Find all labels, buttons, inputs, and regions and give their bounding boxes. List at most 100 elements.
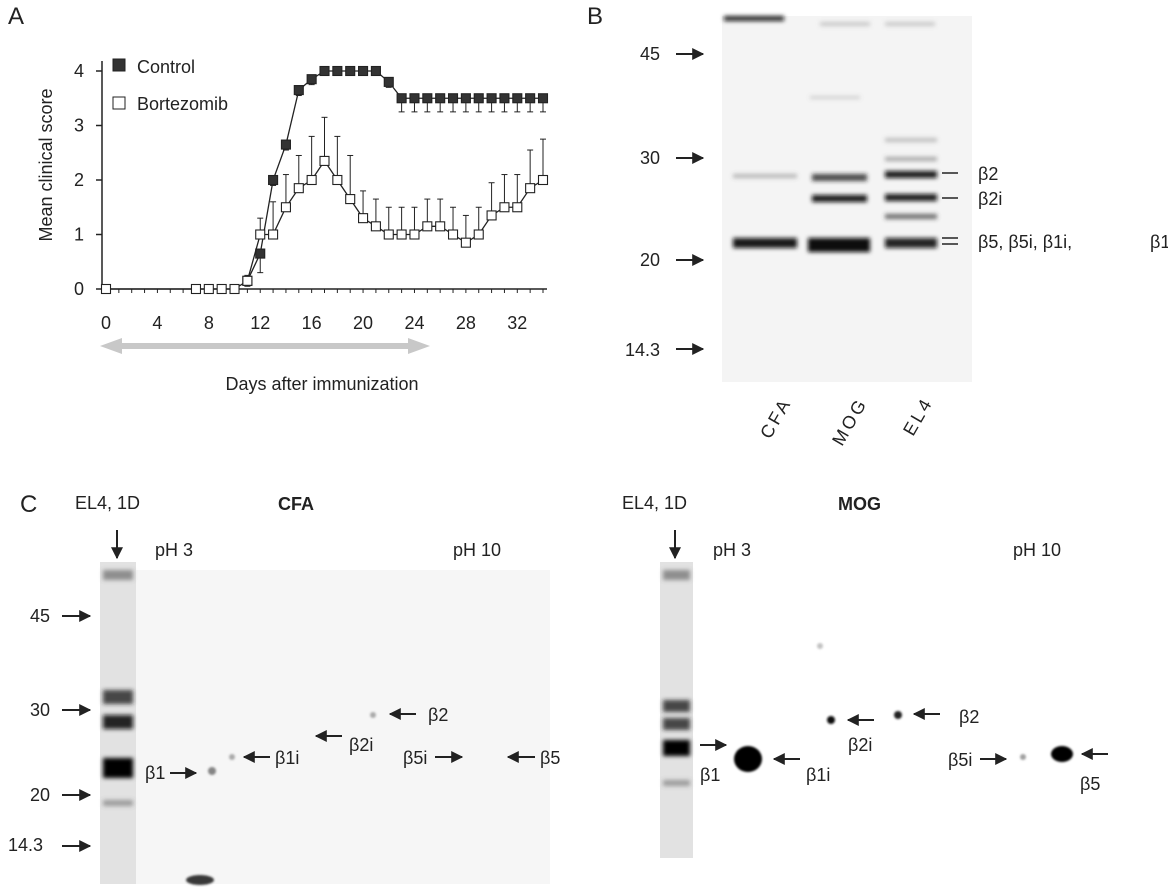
point-control — [525, 93, 536, 104]
panel-b-letter: B — [587, 3, 603, 30]
cfa-spot-b2: β2 — [428, 705, 448, 725]
y-tick-label: 2 — [74, 170, 84, 190]
panel-b-band-labels: β2 β2i β5, β5i, β1i, β1 — [942, 164, 1168, 252]
panel-a-xlabel: Days after immunization — [225, 374, 418, 394]
mog-spot-b2: β2 — [959, 707, 979, 727]
cfa-spots — [186, 712, 376, 885]
cfa-spot-b2i: β2i — [349, 735, 373, 755]
cfa-lane-bands — [103, 570, 133, 806]
point-bortezomib — [460, 237, 471, 248]
point-bortezomib — [422, 221, 433, 232]
cfa-spot-labels: β1 β1i β2i β2 β5i β5 — [145, 705, 560, 783]
point-control — [473, 93, 484, 104]
point-control — [332, 65, 343, 77]
mw-20: 20 — [640, 250, 660, 270]
mog-ph-high: pH 10 — [1013, 540, 1061, 560]
blot-mog: EL4, 1D MOG pH 3 pH 10 — [622, 493, 1108, 858]
y-tick-label: 3 — [74, 116, 84, 136]
point-bortezomib — [383, 229, 394, 240]
x-tick-label: 24 — [404, 313, 424, 333]
cfa-ph-high: pH 10 — [453, 540, 501, 560]
mog-spot-b2i: β2i — [848, 735, 872, 755]
point-bortezomib — [447, 229, 459, 240]
point-control — [383, 76, 394, 87]
point-control — [268, 174, 279, 186]
point-control — [396, 93, 407, 104]
series-line-control — [246, 70, 543, 282]
x-tick-label: 32 — [507, 313, 527, 333]
y-tick-label: 1 — [74, 225, 84, 245]
lane-cfa: CFA — [756, 394, 795, 442]
point-control — [280, 139, 291, 150]
panel-a-letter: A — [8, 3, 24, 30]
point-bortezomib — [280, 202, 291, 213]
legend-bortezomib-label: Bortezomib — [137, 94, 228, 114]
y-tick-label: 4 — [74, 61, 84, 81]
point-bortezomib — [345, 194, 356, 205]
point-control — [537, 93, 549, 104]
mw-45: 45 — [640, 44, 660, 64]
point-bortezomib — [409, 229, 420, 240]
x-tick-label: 12 — [250, 313, 270, 333]
cfa-spot-b1: β1 — [145, 763, 165, 783]
c-mw-14-3: 14.3 — [8, 835, 43, 855]
lane-mog: MOG — [828, 394, 871, 449]
point-control — [370, 65, 381, 77]
point-bortezomib — [203, 283, 214, 295]
point-bortezomib — [319, 155, 330, 166]
x-tick-label: 0 — [101, 313, 111, 333]
panel-c: C 45 30 20 14.3 EL4, 1D CFA pH 3 pH 10 — [8, 491, 1108, 885]
mog-lane-bands — [663, 570, 690, 786]
point-bortezomib — [100, 283, 112, 295]
point-control — [512, 93, 523, 104]
mog-spot-b1i: β1i — [806, 765, 830, 785]
panel-c-letter: C — [20, 491, 37, 518]
point-bortezomib — [537, 174, 549, 186]
cfa-2d-gel — [136, 570, 550, 884]
x-tick-label: 16 — [302, 313, 322, 333]
panel-b-lane-labels: CFA MOG EL4 — [756, 393, 937, 449]
mog-spots — [734, 643, 1073, 772]
point-bortezomib — [435, 221, 446, 232]
mog-title: MOG — [838, 494, 881, 514]
point-bortezomib — [370, 221, 381, 232]
mog-spot-b5i: β5i — [948, 750, 972, 770]
mog-ph-low: pH 3 — [713, 540, 751, 560]
point-bortezomib — [229, 283, 240, 295]
band-label-b2i: β2i — [978, 189, 1002, 209]
point-control — [306, 74, 317, 85]
point-control — [486, 93, 497, 104]
point-control — [345, 65, 356, 77]
lane-el4: EL4 — [899, 393, 937, 439]
legend-control-marker — [112, 58, 126, 72]
mog-lane-label: EL4, 1D — [622, 493, 687, 513]
mog-spot-labels: β1 β1i β2i β2 β5i β5 — [700, 707, 1108, 794]
cfa-spot-b1i: β1i — [275, 748, 299, 768]
point-control — [358, 65, 369, 77]
point-bortezomib — [396, 229, 407, 240]
point-control — [460, 93, 471, 104]
mw-14-3: 14.3 — [625, 340, 660, 360]
x-tick-label: 20 — [353, 313, 373, 333]
mog-spot-b1: β1 — [700, 765, 720, 785]
cfa-lane-label: EL4, 1D — [75, 493, 140, 513]
point-control — [447, 93, 459, 104]
point-bortezomib — [255, 229, 266, 240]
panel-a: A Mean clinical score Days after immuniz… — [8, 3, 549, 394]
point-bortezomib — [512, 202, 523, 213]
x-tick-label: 28 — [456, 313, 476, 333]
point-control — [422, 93, 433, 104]
panel-c-mw-markers: 45 30 20 14.3 — [8, 606, 92, 855]
legend-bortezomib-marker — [112, 96, 126, 110]
x-tick-label: 8 — [204, 313, 214, 333]
cfa-ph-low: pH 3 — [155, 540, 193, 560]
point-control — [409, 93, 420, 104]
x-tick-label: 4 — [152, 313, 162, 333]
time-span-arrow — [100, 338, 430, 354]
blot-cfa: EL4, 1D CFA pH 3 pH 10 β1 — [75, 493, 560, 885]
point-bortezomib — [216, 283, 227, 295]
band-label-b2: β2 — [978, 164, 998, 184]
cfa-spot-b5: β5 — [540, 748, 560, 768]
